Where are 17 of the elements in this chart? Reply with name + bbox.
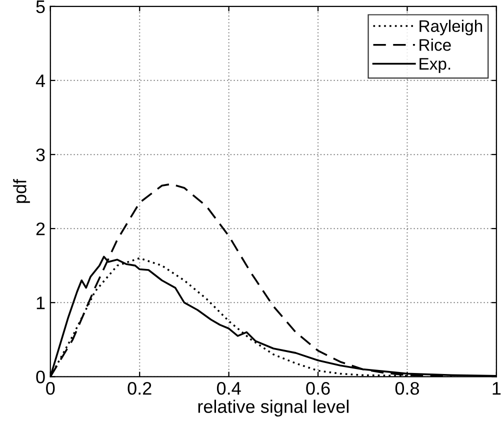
y-tick-label: 2	[36, 222, 45, 236]
x-tick-label: 0	[46, 382, 55, 395]
x-tick-label: 0.2	[128, 382, 152, 395]
legend-label: Rayleigh	[420, 20, 482, 36]
x-axis-title: relative signal level	[198, 400, 348, 417]
y-tick-label: 1	[36, 296, 45, 310]
y-tick-label: 4	[36, 74, 46, 88]
y-tick-label: 5	[36, 0, 45, 14]
y-tick-label: 3	[36, 148, 45, 162]
legend-label: Rice	[420, 38, 451, 51]
x-tick-label: 0.6	[306, 382, 330, 395]
y-tick-label: 0	[36, 370, 45, 384]
y-axis-title: pdf	[13, 178, 30, 203]
x-tick-label: 0.8	[395, 382, 419, 395]
x-tick-label: 1	[492, 382, 501, 395]
legend-label: Exp.	[420, 58, 450, 74]
x-tick-label: 0.4	[216, 382, 241, 395]
